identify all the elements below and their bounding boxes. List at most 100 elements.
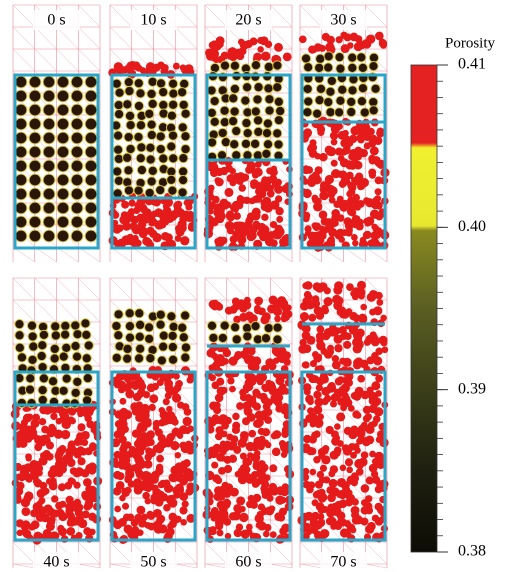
mesh-line [78, 5, 100, 27]
particle [128, 61, 136, 69]
particle [371, 84, 380, 93]
particle [251, 61, 260, 70]
particle [163, 534, 172, 543]
particle [131, 529, 139, 537]
particle [83, 527, 91, 535]
particle [57, 202, 69, 214]
particle [59, 386, 68, 395]
particle [43, 104, 55, 116]
particle [216, 168, 223, 175]
particle [57, 525, 64, 532]
particle [232, 426, 240, 434]
particle [359, 183, 365, 189]
particle [207, 321, 216, 330]
particle [147, 214, 155, 222]
particle [365, 507, 373, 515]
particle [263, 140, 272, 149]
particle [217, 529, 224, 536]
particle [216, 453, 225, 462]
mesh-line [78, 49, 100, 71]
particle [65, 503, 73, 511]
panel-label: 40 s [43, 554, 69, 571]
particle [230, 140, 239, 149]
particle [273, 61, 282, 70]
particle [172, 428, 181, 437]
particle [268, 362, 276, 370]
mesh-line [13, 49, 35, 71]
particle [273, 323, 282, 332]
particle [71, 160, 83, 172]
mesh-line [13, 27, 35, 49]
particle [181, 66, 190, 75]
particle [71, 76, 83, 88]
particle [122, 66, 129, 73]
particle [26, 374, 35, 383]
particle [348, 53, 357, 62]
particle [320, 348, 327, 355]
particle [270, 221, 277, 228]
particle [344, 427, 352, 435]
particle [267, 190, 275, 198]
particle [51, 495, 58, 502]
particle [300, 312, 309, 321]
particle [59, 461, 67, 469]
particle [152, 383, 159, 390]
particle [370, 146, 379, 155]
particle [235, 471, 242, 478]
particle [245, 217, 253, 225]
particle [265, 95, 274, 104]
particle [351, 234, 358, 241]
particle [261, 214, 268, 221]
particle [85, 499, 93, 507]
particle [263, 119, 272, 128]
particle [114, 430, 122, 438]
particle [360, 304, 367, 311]
particle [308, 314, 316, 322]
mesh-line [110, 27, 132, 49]
particle [38, 395, 47, 404]
particle [153, 495, 161, 503]
particle [39, 330, 48, 339]
panel: 30 s [298, 5, 389, 262]
particle [339, 203, 348, 212]
particle [252, 363, 260, 371]
particle [179, 100, 188, 109]
particle [314, 306, 323, 315]
particle [345, 379, 353, 387]
particle [51, 331, 60, 340]
particle [352, 194, 360, 202]
particle [317, 513, 324, 520]
particle [273, 335, 282, 344]
particle [326, 108, 335, 117]
particle [258, 191, 264, 197]
particle [256, 373, 264, 381]
particle [85, 230, 97, 242]
particle [43, 216, 55, 228]
particle [315, 398, 324, 407]
particle [29, 230, 41, 242]
particle [269, 505, 276, 512]
particle [71, 216, 83, 228]
particle [369, 61, 378, 70]
particle [141, 514, 148, 521]
mesh-line [57, 27, 79, 49]
particle [233, 212, 241, 220]
particle [314, 223, 321, 230]
particle [244, 297, 251, 304]
particle [338, 155, 345, 162]
particle [168, 186, 177, 195]
mesh-line [365, 564, 387, 568]
particle [261, 481, 269, 489]
particle [24, 425, 32, 433]
particle [252, 389, 260, 397]
particle [340, 464, 347, 471]
particle [363, 231, 371, 239]
particle [156, 144, 165, 153]
particle [55, 452, 63, 460]
particle [17, 353, 26, 362]
particle [168, 331, 177, 340]
particle [335, 390, 342, 397]
particle [62, 374, 71, 383]
particle [324, 52, 333, 61]
particle [308, 175, 316, 183]
